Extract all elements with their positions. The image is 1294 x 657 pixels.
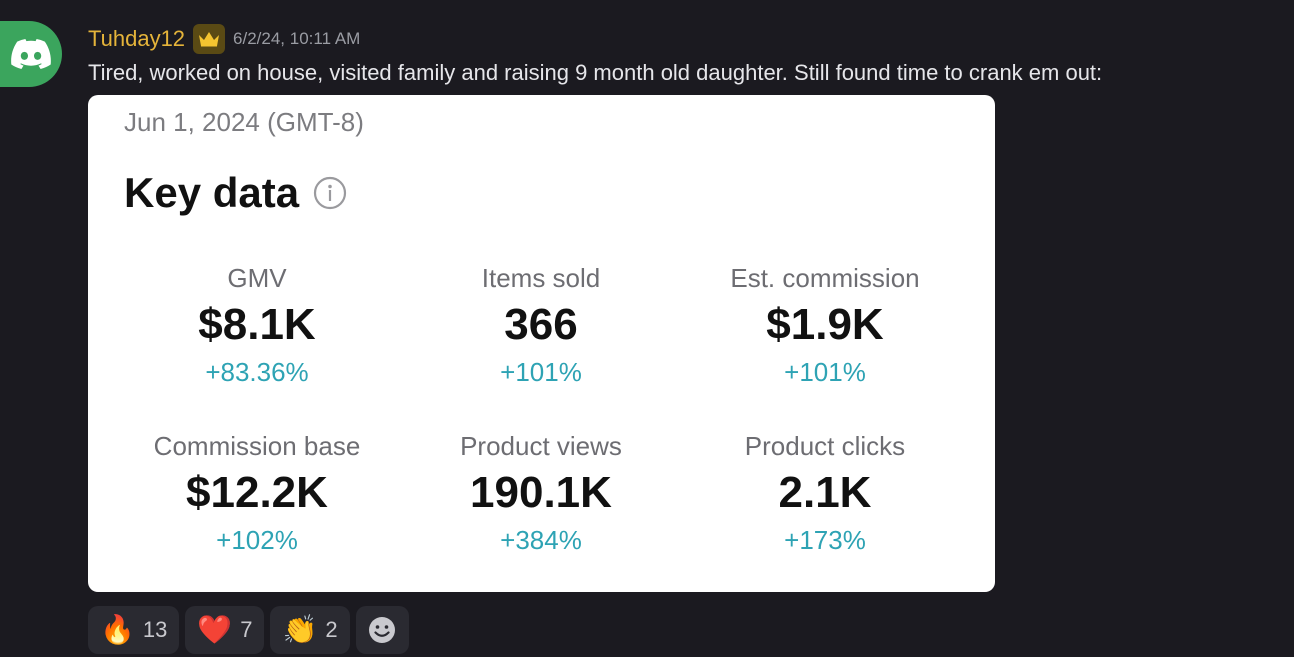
metric-value: 2.1K xyxy=(778,468,872,517)
metric-delta: +173% xyxy=(784,525,866,555)
heart-emoji-icon: ❤️ xyxy=(197,614,233,645)
attached-image[interactable]: Jun 1, 2024 (GMT-8) Key data GMV $8.1K +… xyxy=(88,95,995,592)
reaction-count: 7 xyxy=(240,617,253,642)
metric-label: Product views xyxy=(460,431,622,461)
metric-value: $12.2K xyxy=(186,468,328,517)
info-icon xyxy=(313,176,347,210)
metric-value: 190.1K xyxy=(470,468,612,517)
metric-label: GMV xyxy=(227,263,287,293)
avatar[interactable] xyxy=(0,21,62,87)
key-data-heading: Key data xyxy=(124,169,347,217)
metric-value: $8.1K xyxy=(198,300,316,349)
metric-value: $1.9K xyxy=(766,300,884,349)
message-header: Tuhday12 6/2/24, 10:11 AM xyxy=(88,24,360,54)
discord-logo-icon xyxy=(11,39,51,69)
metric-product-clicks: Product clicks 2.1K +173% xyxy=(683,431,967,555)
metric-items-sold: Items sold 366 +101% xyxy=(399,263,683,387)
metric-gmv: GMV $8.1K +83.36% xyxy=(115,263,399,387)
reaction-bar: 🔥 13 ❤️ 7 👏 2 xyxy=(88,606,409,654)
metric-label: Commission base xyxy=(153,431,361,461)
metric-delta: +83.36% xyxy=(205,357,309,387)
reaction-fire[interactable]: 🔥 13 xyxy=(88,606,180,654)
smiley-add-reaction-icon xyxy=(369,617,396,643)
metric-delta: +102% xyxy=(216,525,298,555)
metric-delta: +101% xyxy=(500,357,582,387)
metric-label: Items sold xyxy=(481,263,601,293)
username[interactable]: Tuhday12 xyxy=(88,26,186,51)
metric-product-views: Product views 190.1K +384% xyxy=(399,431,683,555)
reaction-count: 2 xyxy=(325,617,338,642)
metric-delta: +384% xyxy=(500,525,582,555)
timestamp: 6/2/24, 10:11 AM xyxy=(233,29,361,48)
fire-emoji-icon: 🔥 xyxy=(100,614,135,645)
reaction-clap[interactable]: 👏 2 xyxy=(270,606,350,654)
metric-label: Est. commission xyxy=(730,263,920,293)
reaction-count: 13 xyxy=(142,617,168,642)
crown-icon xyxy=(193,24,226,54)
clap-emoji-icon: 👏 xyxy=(282,614,318,645)
add-reaction-button[interactable] xyxy=(355,606,409,654)
reaction-heart[interactable]: ❤️ 7 xyxy=(185,606,265,654)
metric-value: 366 xyxy=(504,300,578,349)
message-text: Tired, worked on house, visited family a… xyxy=(88,60,1103,85)
metric-label: Product clicks xyxy=(744,431,906,461)
date-label: Jun 1, 2024 (GMT-8) xyxy=(124,107,364,137)
metric-delta: +101% xyxy=(784,357,866,387)
metric-commission-base: Commission base $12.2K +102% xyxy=(115,431,399,555)
metric-est-commission: Est. commission $1.9K +101% xyxy=(683,263,967,387)
key-data-title: Key data xyxy=(124,169,300,216)
